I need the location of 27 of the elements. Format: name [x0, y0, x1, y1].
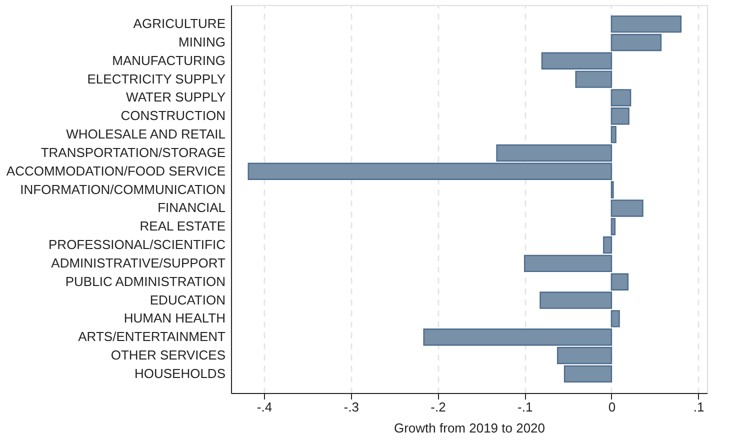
y-tick-label: FINANCIAL	[158, 200, 226, 216]
y-tick-label: TRANSPORTATION/STORAGE	[40, 144, 226, 160]
y-tick-label: HOUSEHOLDS	[134, 366, 226, 381]
y-tick-label: HUMAN HEALTH	[124, 310, 226, 326]
y-tick-label: MANUFACTURING	[112, 52, 226, 68]
y-tick-label: ELECTRICITY SUPPLY	[87, 71, 226, 86]
x-tick-label: -.3	[344, 400, 359, 414]
y-tick-label: INFORMATION/COMMUNICATION	[20, 182, 226, 197]
y-tick-label: WHOLESALE AND RETAIL	[66, 126, 226, 142]
y-tick-label: AGRICULTURE	[133, 16, 226, 32]
x-tick-label: -.2	[430, 400, 446, 414]
y-tick-label: WATER SUPPLY	[126, 90, 226, 105]
y-tick-label: CONSTRUCTION	[120, 108, 226, 124]
y-tick-label: ACCOMMODATION/FOOD SERVICE	[6, 163, 226, 178]
y-tick-label: PUBLIC ADMINISTRATION	[65, 274, 226, 289]
y-tick-label: ARTS/ENTERTAINMENT	[78, 329, 226, 344]
y-tick-label: MINING	[178, 34, 226, 50]
x-tick-label: 0	[608, 400, 616, 414]
x-tick-label: .1	[693, 400, 704, 414]
y-tick-label: REAL ESTATE	[140, 218, 226, 234]
y-tick-label: PROFESSIONAL/SCIENTIFIC	[48, 237, 226, 252]
x-tick-label: -.4	[256, 400, 272, 414]
y-tick-label: ADMINISTRATIVE/SUPPORT	[51, 255, 226, 270]
y-tick-label: OTHER SERVICES	[110, 348, 226, 363]
x-tick-label: -.1	[518, 400, 533, 414]
x-axis-title: Growth from 2019 to 2020	[394, 420, 546, 436]
y-tick-label: EDUCATION	[150, 292, 226, 308]
